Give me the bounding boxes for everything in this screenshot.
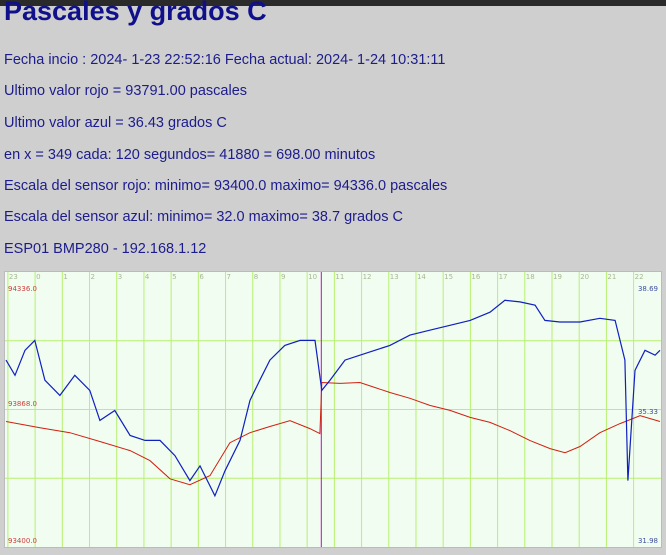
chart-svg: 23 0 1 2 3 4 5 6 7 8 9 10 11 12 13 14 15 16 17 18 19 20 21 2294… [5, 272, 661, 547]
x-tick-label: 15 [444, 273, 453, 281]
device-info: ESP01 BMP280 - 192.168.1.12 [4, 241, 207, 257]
x-tick-label: 22 [635, 273, 644, 281]
x-tick-label: 13 [390, 273, 399, 281]
start-date-line: Fecha incio : 2024- 1-23 22:52:16 Fecha … [4, 52, 446, 68]
blue-scale: Escala del sensor azul: minimo= 32.0 max… [4, 209, 403, 225]
top-bar [0, 0, 666, 6]
x-tick-label: 12 [363, 273, 372, 281]
x-tick-label: 19 [553, 273, 562, 281]
x-tick-label: 7 [227, 273, 231, 281]
x-tick-label: 5 [172, 273, 176, 281]
x-tick-label: 8 [254, 273, 258, 281]
x-tick-label: 3 [118, 273, 122, 281]
sampling-info: en x = 349 cada: 120 segundos= 41880 = 6… [4, 147, 376, 163]
x-tick-label: 2 [91, 273, 95, 281]
x-tick-label: 9 [281, 273, 285, 281]
x-tick-label: 21 [607, 273, 616, 281]
x-tick-label: 10 [308, 273, 317, 281]
x-tick-label: 18 [526, 273, 535, 281]
left-axis-label: 94336.0 [8, 285, 37, 293]
red-pressure-line [5, 381, 661, 486]
left-axis-label: 93400.0 [8, 537, 37, 545]
x-tick-label: 6 [199, 273, 204, 281]
x-tick-label: 17 [499, 273, 508, 281]
last-blue-value: Ultimo valor azul = 36.43 grados C [4, 115, 227, 131]
x-tick-label: 14 [417, 273, 426, 281]
red-scale: Escala del sensor rojo: minimo= 93400.0 … [4, 178, 448, 194]
right-axis-label: 35.33 [638, 408, 658, 416]
x-tick-label: 0 [36, 273, 40, 281]
right-axis-label: 31.98 [638, 537, 658, 545]
x-tick-label: 23 [9, 273, 18, 281]
page-title: Pascales y grados C [4, 0, 267, 26]
blue-temperature-line [5, 299, 661, 498]
last-red-value: Ultimo valor rojo = 93791.00 pascales [4, 83, 248, 99]
chart: 23 0 1 2 3 4 5 6 7 8 9 10 11 12 13 14 15 16 17 18 19 20 21 22 94… [4, 271, 662, 548]
x-tick-label: 11 [335, 273, 344, 281]
left-axis-label: 93868.0 [8, 400, 37, 408]
x-tick-label: 1 [63, 273, 67, 281]
x-tick-label: 4 [145, 273, 150, 281]
x-tick-label: 20 [580, 273, 589, 281]
x-tick-label: 16 [471, 273, 480, 281]
right-axis-label: 38.69 [638, 285, 658, 293]
